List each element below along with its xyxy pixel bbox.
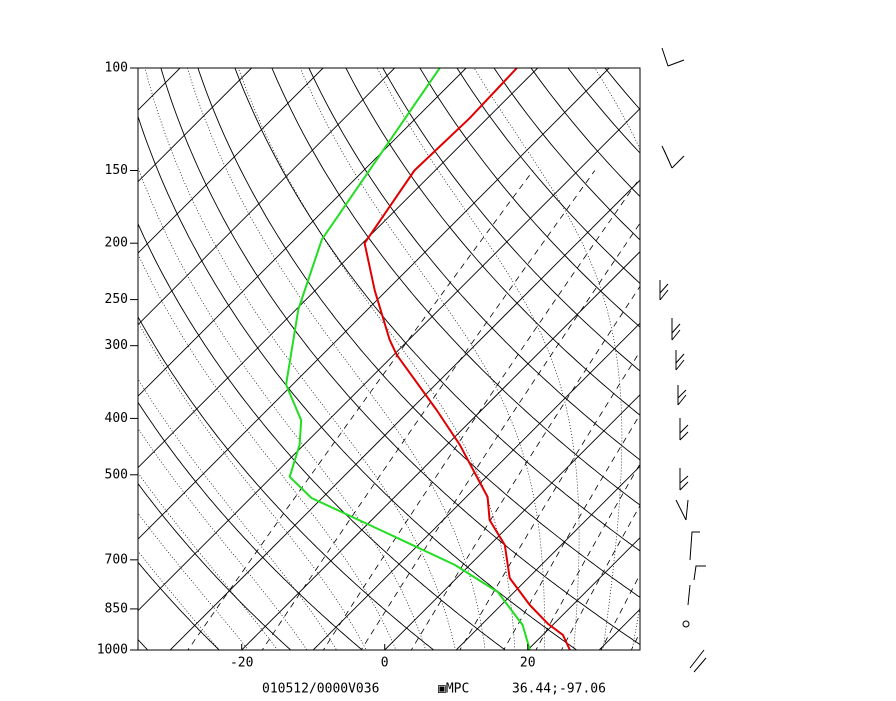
- isotherm: [138, 68, 610, 540]
- y-tick-label: 300: [105, 338, 128, 353]
- isotherm: [138, 68, 467, 397]
- dry-adiabat: [308, 68, 640, 461]
- wind-barb: [661, 145, 685, 169]
- thermo-lines: [138, 68, 640, 650]
- axes: 100 150 200 250 300 400 500 700 850 1000 -20 0 20: [97, 61, 641, 671]
- moist-adiabat: [299, 68, 545, 650]
- dry-adiabat: [382, 68, 640, 372]
- mixing-ratio-line: [360, 222, 640, 650]
- x-tick-label: 0: [381, 656, 389, 671]
- isotherm: [138, 108, 640, 612]
- moist-adiabat: [138, 472, 279, 650]
- dry-adiabat: [234, 68, 640, 552]
- dry-adiabat: [138, 561, 220, 650]
- source: ▣MPC: [438, 682, 469, 697]
- y-tick-label: 1000: [97, 643, 128, 658]
- x-tick-label: -20: [230, 656, 253, 671]
- location: 36.44;-97.06: [512, 682, 606, 697]
- wind-barb: [693, 565, 706, 581]
- y-tick-label: 500: [105, 467, 128, 482]
- wind-barb: [689, 531, 700, 561]
- isotherm: [312, 322, 640, 650]
- wind-barb: [675, 350, 685, 371]
- isotherm: [241, 251, 640, 650]
- isotherm: [138, 68, 538, 469]
- mixing-ratio-line: [187, 170, 534, 650]
- valid-time: 010512/0000V036: [262, 682, 379, 697]
- moist-adiabat: [473, 68, 623, 650]
- moist-adiabat: [138, 427, 308, 650]
- mixing-ratio-line: [561, 504, 640, 650]
- wind-barb: [687, 584, 691, 606]
- x-tick-label: 20: [520, 656, 536, 671]
- mixing-ratio-line: [459, 350, 640, 650]
- mixing-ratio-line: [261, 170, 596, 650]
- isotherm: [138, 68, 252, 183]
- dry-adiabat: [197, 68, 640, 598]
- wind-barbs: [659, 47, 707, 673]
- y-tick-label: 250: [105, 292, 128, 307]
- dry-adiabat: [345, 68, 640, 416]
- profiles: [285, 68, 571, 650]
- profile-line: [285, 68, 531, 650]
- dry-adiabat: [138, 315, 434, 650]
- isotherm: [527, 537, 640, 650]
- wind-barb: [675, 499, 689, 521]
- moist-adiabat: [138, 378, 337, 650]
- moist-adiabat: [594, 68, 640, 650]
- wind-barb: [661, 47, 685, 67]
- y-tick-label: 150: [105, 163, 128, 178]
- calm-wind: [682, 620, 690, 628]
- y-tick-label: 100: [105, 61, 128, 76]
- y-tick-label: 700: [105, 552, 128, 567]
- wind-barb: [689, 649, 707, 673]
- profile-line: [363, 68, 571, 650]
- moist-adiabat: [144, 68, 456, 650]
- isotherm: [138, 68, 324, 254]
- dry-adiabat: [138, 222, 506, 650]
- dry-adiabat: [419, 68, 640, 328]
- wind-barb: [659, 280, 669, 301]
- dry-adiabat: [160, 68, 640, 646]
- dry-adiabat: [271, 68, 640, 506]
- y-tick-label: 200: [105, 236, 128, 251]
- wind-barb: [671, 318, 681, 341]
- y-tick-label: 400: [105, 411, 128, 426]
- y-tick-label: 850: [105, 601, 128, 616]
- dry-adiabat: [138, 401, 363, 650]
- wind-barb: [677, 385, 687, 406]
- mixing-ratio-line: [322, 177, 640, 650]
- moist-adiabat: [138, 166, 427, 650]
- mixing-ratio-line: [535, 463, 640, 650]
- moist-adiabat: [138, 253, 397, 650]
- dry-adiabat: [138, 482, 292, 650]
- wind-barb: [679, 468, 689, 491]
- isotherm: [138, 68, 395, 326]
- wind-barb: [679, 418, 689, 441]
- moist-adiabat: [237, 68, 516, 650]
- isotherm: [384, 394, 640, 650]
- mixing-ratio-line: [503, 413, 640, 650]
- isotherm: [455, 465, 640, 650]
- plot-frame: [137, 67, 641, 651]
